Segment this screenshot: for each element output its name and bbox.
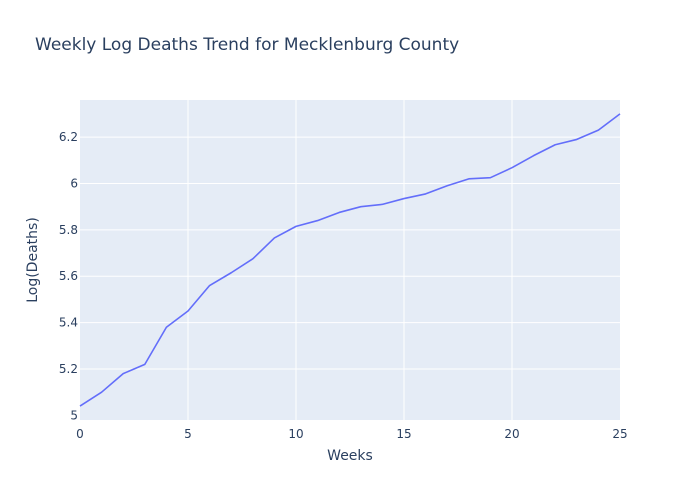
- series-line: [79, 113, 621, 407]
- x-tick-label: 10: [288, 427, 303, 441]
- series-layer: [79, 113, 621, 407]
- plot-area: [80, 100, 620, 420]
- y-tick-label: 5.8: [59, 223, 78, 237]
- y-tick-label: 5.2: [59, 362, 78, 376]
- chart-title: Weekly Log Deaths Trend for Mecklenburg …: [35, 35, 459, 55]
- x-tick-label: 20: [504, 427, 519, 441]
- x-tick-label: 5: [184, 427, 192, 441]
- y-axis-title: Log(Deaths): [25, 217, 41, 303]
- y-axis-ticks: 5 5.2 5.4 5.6 5.8 6 6.2: [59, 130, 78, 422]
- x-tick-label: 25: [612, 427, 627, 441]
- y-tick-label: 5: [70, 408, 78, 422]
- y-tick-label: 5.6: [59, 269, 78, 283]
- x-tick-label: 15: [396, 427, 411, 441]
- y-tick-label: 6.2: [59, 130, 78, 144]
- x-tick-label: 0: [76, 427, 84, 441]
- y-tick-label: 5.4: [59, 316, 78, 330]
- grid-lines: [80, 100, 620, 420]
- y-tick-label: 6: [70, 176, 78, 190]
- x-axis-title: Weeks: [327, 448, 373, 464]
- x-axis-ticks: 0 5 10 15 20 25: [76, 427, 627, 441]
